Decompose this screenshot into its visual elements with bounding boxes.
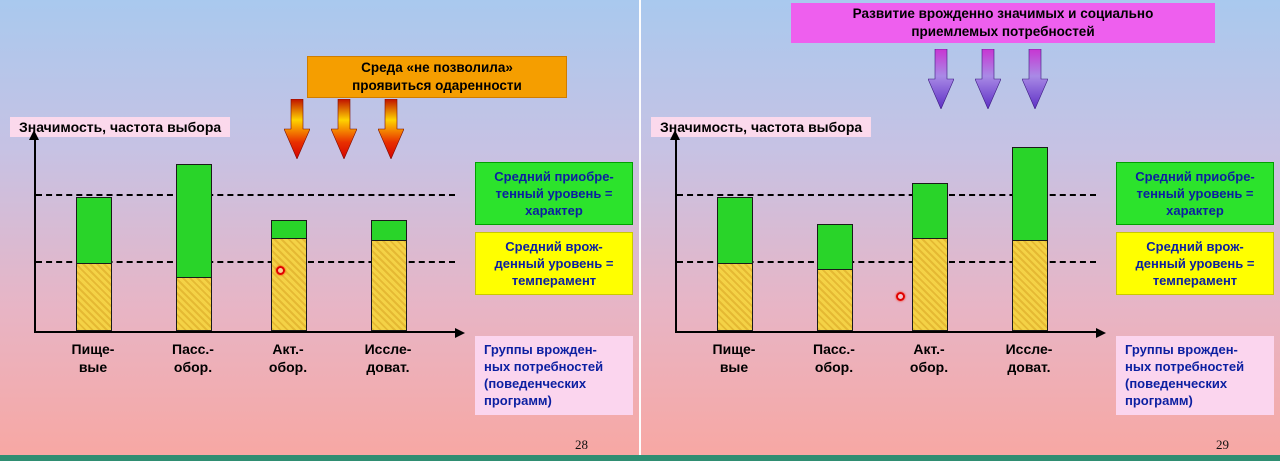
stacked-bar: [817, 223, 853, 331]
stacked-bar: [271, 220, 307, 331]
slide-28: Среда «не позволила» проявиться одаренно…: [0, 0, 640, 461]
bar-chart: [29, 130, 465, 338]
down-arrow-icon: [975, 49, 1001, 109]
acquired-level-segment: [371, 220, 407, 242]
innate-level-segment: [371, 240, 407, 331]
legend-acquired-level: Средний приобре- тенный уровень = характ…: [475, 162, 633, 226]
acquired-level-segment: [912, 183, 948, 240]
slide-divider: [639, 0, 641, 461]
slide-29: Развитие врожденно значимых и социально …: [641, 0, 1280, 461]
y-axis-arrowhead-icon: [670, 130, 680, 140]
down-arrow-icon: [284, 99, 310, 159]
legend-need-groups: Группы врожден- ных потребностей (поведе…: [475, 336, 633, 415]
x-axis-label: Пасс.- обор.: [172, 341, 214, 375]
innate-level-segment: [76, 263, 112, 331]
acquired-level-segment: [76, 196, 112, 265]
down-arrows-group: [928, 49, 1048, 109]
legend-need-groups: Группы врожден- ных потребностей (поведе…: [1116, 336, 1274, 415]
chart-title: Значимость, частота выбора: [10, 117, 231, 137]
acquired-level-segment: [176, 164, 212, 278]
acquired-level-segment: [271, 220, 307, 240]
x-axis-label: Иссле- доват.: [1005, 341, 1053, 375]
stacked-bar: [176, 164, 212, 331]
laser-pointer-dot: [896, 292, 905, 301]
reference-dashed-line: [36, 193, 455, 196]
innate-level-segment: [271, 238, 307, 331]
reference-dashed-line: [677, 193, 1096, 196]
x-axis-label: Акт.- обор.: [909, 341, 949, 375]
legend-acquired-level: Средний приобре- тенный уровень = характ…: [1116, 162, 1274, 226]
x-axis-label: Пище- вые: [712, 341, 756, 375]
y-axis-arrowhead-icon: [29, 130, 39, 140]
bottom-strip: [0, 455, 1280, 461]
reference-dashed-line: [36, 261, 455, 264]
innate-level-segment: [176, 276, 212, 331]
innate-level-segment: [1012, 240, 1048, 331]
page-number: 29: [1216, 437, 1229, 452]
acquired-level-segment: [1012, 146, 1048, 242]
stacked-bar: [371, 220, 407, 331]
stacked-bar: [1012, 146, 1048, 331]
innate-level-segment: [717, 263, 753, 331]
laser-pointer-dot: [276, 266, 285, 275]
topic-banner: Развитие врожденно значимых и социально …: [791, 3, 1215, 43]
x-axis-arrowhead-icon: [1096, 328, 1106, 338]
reference-dashed-line: [677, 261, 1096, 264]
x-axis-label: Пасс.- обор.: [813, 341, 855, 375]
acquired-level-segment: [717, 196, 753, 265]
x-axis-arrowhead-icon: [455, 328, 465, 338]
stacked-bar: [76, 196, 112, 331]
down-arrow-icon: [378, 99, 404, 159]
acquired-level-segment: [817, 223, 853, 271]
stacked-bar: [912, 183, 948, 331]
x-axis-label: Пище- вые: [71, 341, 115, 375]
down-arrow-icon: [928, 49, 954, 109]
legend-innate-level: Средний врож- денный уровень = темпераме…: [1116, 232, 1274, 296]
x-axis-label: Акт.- обор.: [268, 341, 308, 375]
page-number: 28: [575, 437, 588, 452]
x-axis-label: Иссле- доват.: [364, 341, 412, 375]
bar-chart: [670, 130, 1106, 338]
stacked-bar: [717, 196, 753, 331]
down-arrows-group: [284, 99, 404, 159]
topic-banner: Среда «не позволила» проявиться одаренно…: [307, 56, 567, 98]
legend-innate-level: Средний врож- денный уровень = темпераме…: [475, 232, 633, 296]
chart-title: Значимость, частота выбора: [651, 117, 872, 137]
down-arrow-icon: [1022, 49, 1048, 109]
innate-level-segment: [817, 269, 853, 331]
innate-level-segment: [912, 238, 948, 331]
down-arrow-icon: [331, 99, 357, 159]
